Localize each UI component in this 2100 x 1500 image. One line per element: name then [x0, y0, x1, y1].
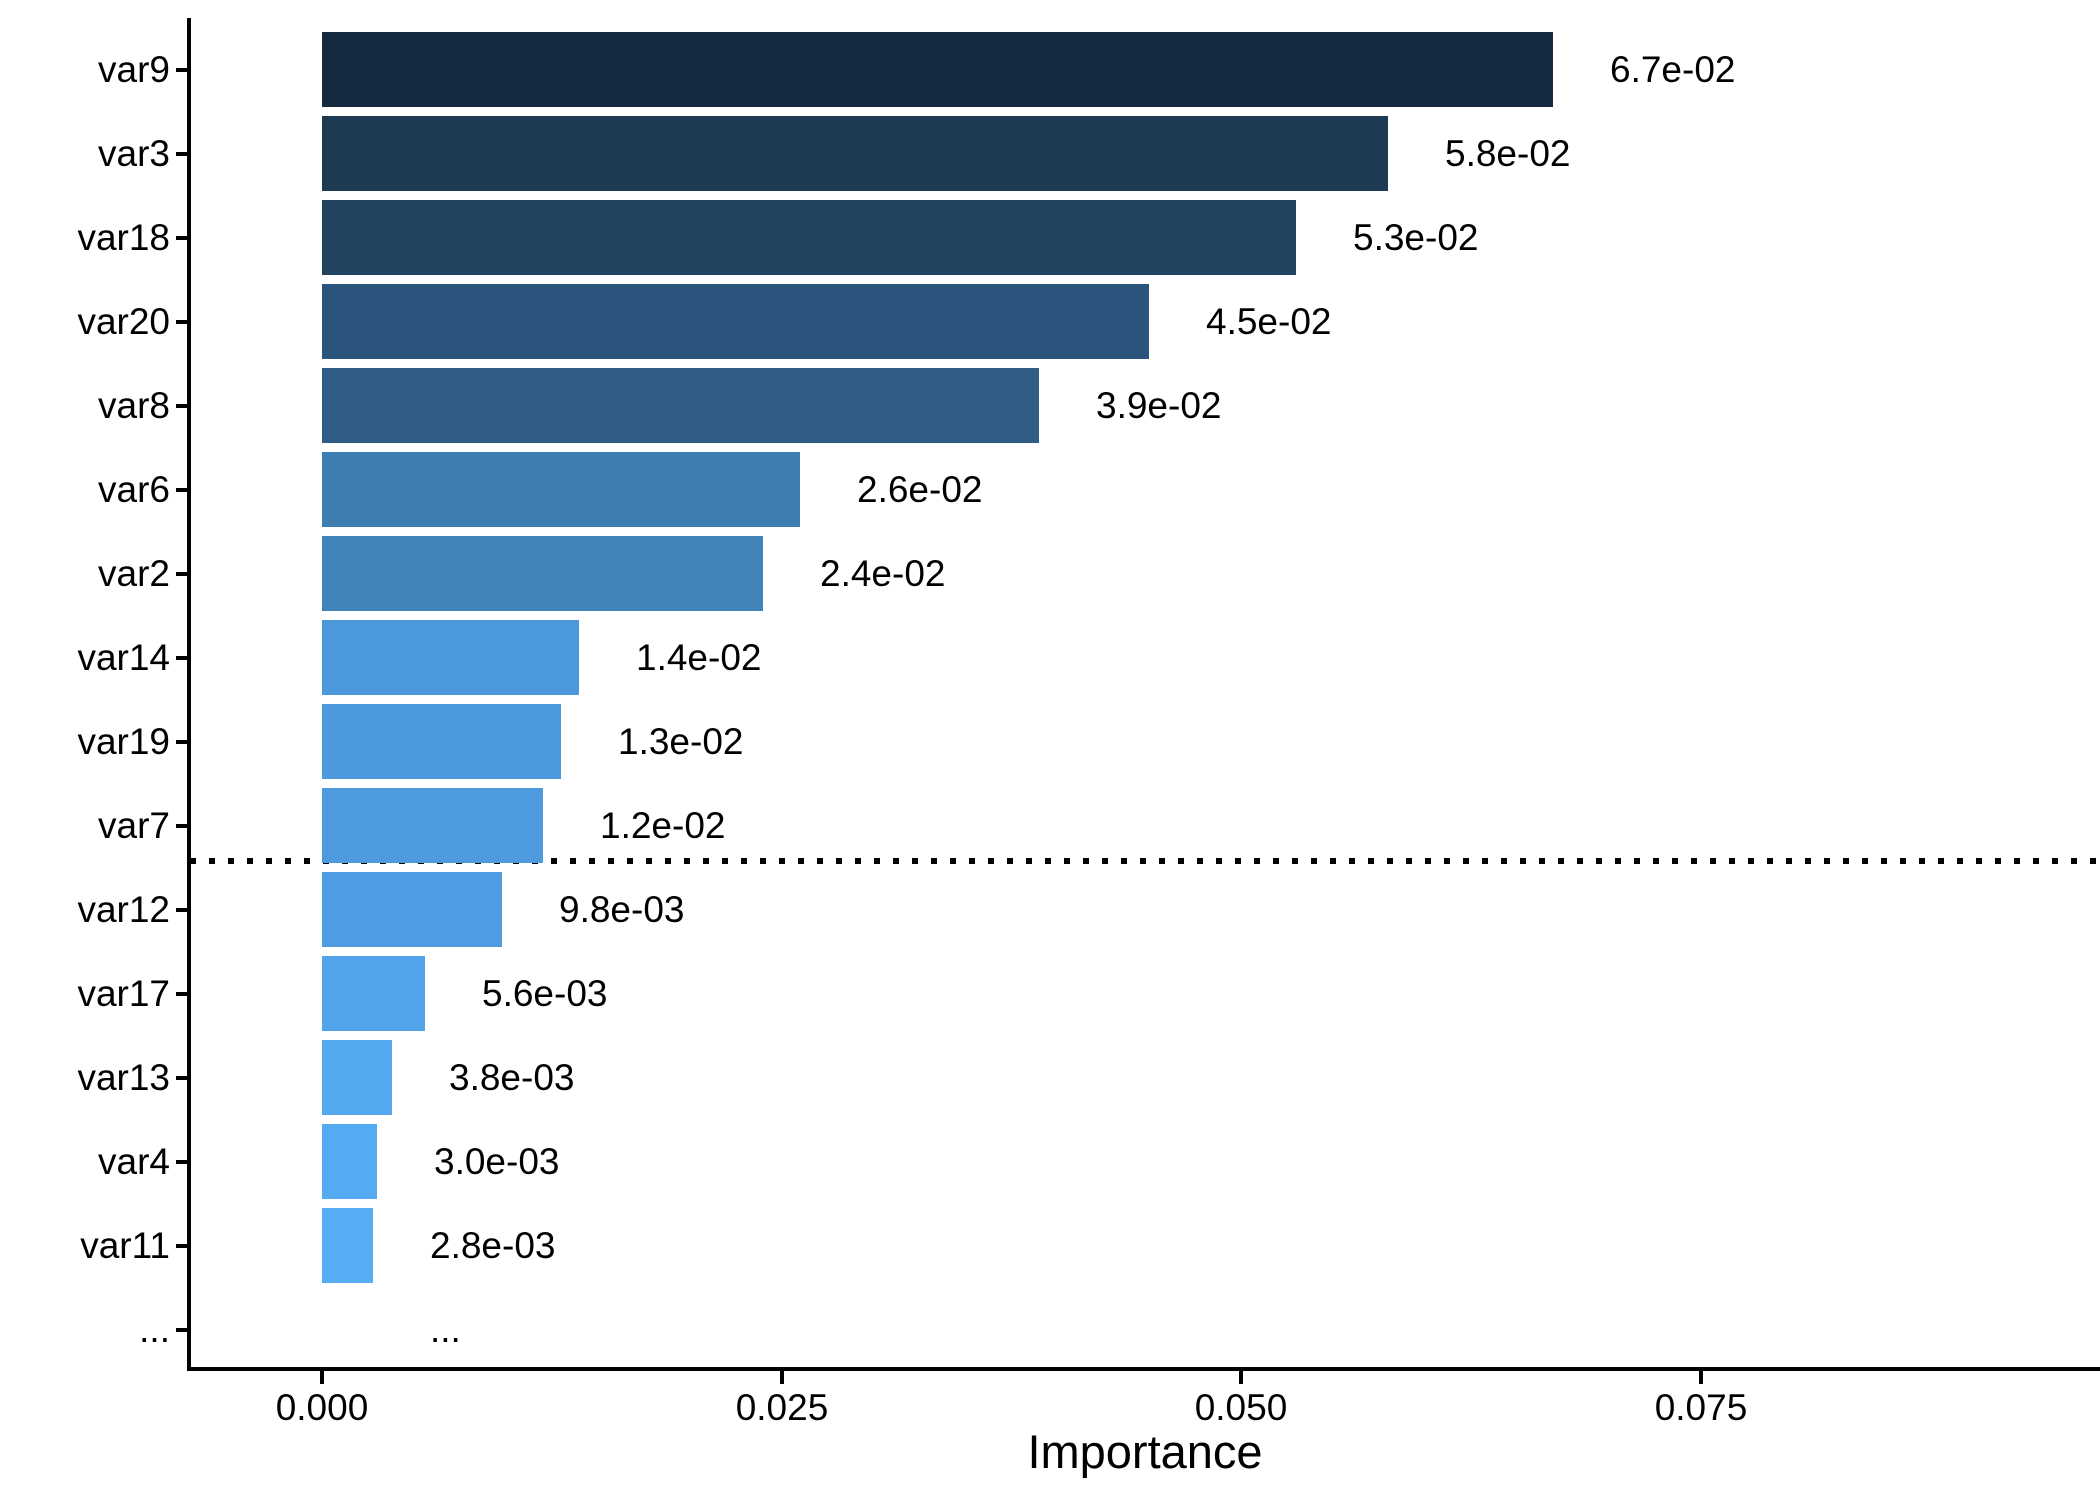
y-axis-label: ... [139, 1308, 170, 1350]
bar-var6 [322, 452, 800, 527]
y-axis-tick [176, 1327, 188, 1332]
y-axis-label: var17 [77, 972, 170, 1014]
value-label: 3.0e-03 [434, 1140, 560, 1182]
y-axis-label: var13 [77, 1056, 170, 1098]
bar-var17 [322, 956, 425, 1031]
x-axis-tick-label: 0.075 [1654, 1387, 1748, 1428]
bar-var12 [322, 872, 502, 947]
y-axis-tick [176, 235, 188, 240]
y-axis-label: var12 [77, 888, 170, 930]
x-axis-title: Importance [1027, 1425, 1263, 1478]
x-axis-tick [320, 1371, 324, 1384]
bar-var3 [322, 116, 1388, 191]
x-axis-tick-label: 0.050 [1194, 1387, 1288, 1428]
bar-var13 [322, 1040, 392, 1115]
y-axis-tick [176, 1159, 188, 1164]
bar-var8 [322, 368, 1039, 443]
bar-var14 [322, 620, 579, 695]
value-label: 2.8e-03 [430, 1224, 556, 1266]
y-axis-tick [176, 151, 188, 156]
bar-var9 [322, 32, 1553, 107]
value-label: 1.3e-02 [618, 720, 744, 762]
value-label: 9.8e-03 [559, 888, 685, 930]
y-axis-tick [176, 739, 188, 744]
y-axis-label: var20 [77, 300, 170, 342]
y-axis-label: var9 [98, 48, 170, 90]
y-axis-label: var11 [80, 1224, 170, 1266]
y-axis-label: var2 [98, 552, 170, 594]
y-axis-tick [176, 403, 188, 408]
x-axis-tick-label: 0.000 [275, 1387, 369, 1428]
y-axis-label: var6 [98, 468, 170, 510]
value-label: 2.6e-02 [857, 468, 983, 510]
value-label: 5.3e-02 [1353, 216, 1479, 258]
y-axis-tick [176, 1243, 188, 1248]
y-axis-line [187, 18, 191, 1371]
value-label: 4.5e-02 [1206, 300, 1332, 342]
y-axis-tick [176, 823, 188, 828]
bar-var2 [322, 536, 763, 611]
x-axis-tick [780, 1371, 784, 1384]
value-label: 2.4e-02 [820, 552, 946, 594]
value-label: 1.2e-02 [600, 804, 726, 846]
y-axis-tick [176, 907, 188, 912]
value-label: 3.8e-03 [449, 1056, 575, 1098]
value-label: ... [430, 1308, 461, 1350]
bar-var11 [322, 1208, 373, 1283]
y-axis-tick [176, 571, 188, 576]
value-label: 6.7e-02 [1610, 48, 1736, 90]
bar-var18 [322, 200, 1296, 275]
x-axis-tick-label: 0.025 [735, 1387, 829, 1428]
value-label: 3.9e-02 [1096, 384, 1222, 426]
value-label: 5.6e-03 [482, 972, 608, 1014]
x-axis-tick [1699, 1371, 1703, 1384]
y-axis-label: var18 [77, 216, 170, 258]
y-axis-tick [176, 319, 188, 324]
bar-var4 [322, 1124, 377, 1199]
y-axis-tick [176, 1075, 188, 1080]
y-axis-tick [176, 655, 188, 660]
y-axis-label: var19 [77, 720, 170, 762]
value-label: 1.4e-02 [636, 636, 762, 678]
y-axis-label: var8 [98, 384, 170, 426]
y-axis-label: var3 [98, 132, 170, 174]
x-axis-tick [1239, 1371, 1243, 1384]
bar-var7 [322, 788, 543, 863]
y-axis-tick [176, 991, 188, 996]
x-axis-line [187, 1367, 2100, 1371]
y-axis-label: var7 [98, 804, 170, 846]
y-axis-tick [176, 487, 188, 492]
bar-var19 [322, 704, 561, 779]
y-axis-label: var4 [98, 1140, 170, 1182]
y-axis-tick [176, 67, 188, 72]
threshold-dotted-line [190, 858, 2100, 864]
bar-var20 [322, 284, 1149, 359]
y-axis-label: var14 [77, 636, 170, 678]
value-label: 5.8e-02 [1445, 132, 1571, 174]
